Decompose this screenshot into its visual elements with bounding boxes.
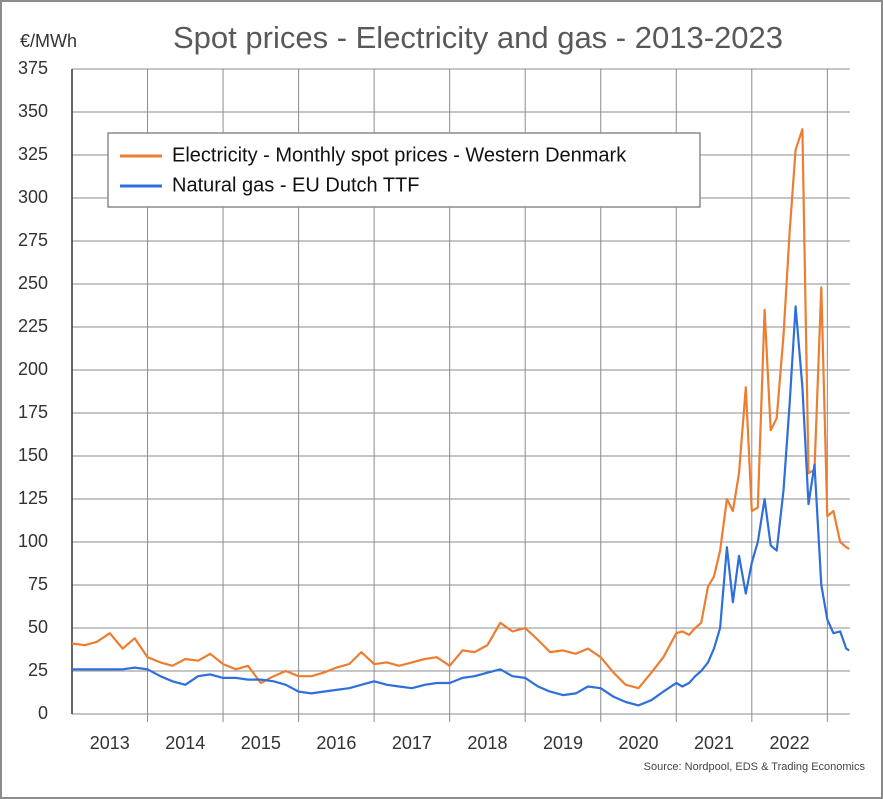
y-tick-label: 350	[18, 101, 48, 121]
x-tick-label: 2015	[241, 733, 281, 753]
y-tick-label: 325	[18, 144, 48, 164]
series-line	[71, 128, 850, 690]
x-tick-label: 2014	[165, 733, 205, 753]
x-tick-label: 2019	[543, 733, 583, 753]
y-tick-label: 250	[18, 273, 48, 293]
y-tick-label: 100	[18, 531, 48, 551]
y-tick-label: 75	[28, 574, 48, 594]
legend: Electricity - Monthly spot prices - West…	[107, 132, 701, 208]
y-tick-label: 175	[18, 402, 48, 422]
series-line	[72, 305, 850, 707]
x-tick-label: 2021	[694, 733, 734, 753]
x-tick-label: 2013	[90, 733, 130, 753]
y-tick-label: 50	[28, 617, 48, 637]
y-tick-label: 125	[18, 488, 48, 508]
y-tick-label: 375	[18, 58, 48, 78]
y-tick-label: 25	[28, 660, 48, 680]
y-tick-label: 200	[18, 359, 48, 379]
chart-title: Spot prices - Electricity and gas - 2013…	[173, 20, 783, 55]
x-tick-label: 2017	[392, 733, 432, 753]
legend-label: Electricity - Monthly spot prices - West…	[172, 144, 627, 166]
x-tick-label: 2016	[316, 733, 356, 753]
y-tick-label: 0	[38, 703, 48, 723]
legend-label: Natural gas - EU Dutch TTF	[172, 174, 419, 196]
y-tick-label: 225	[18, 316, 48, 336]
y-axis-label: €/MWh	[20, 31, 77, 51]
x-tick-label: 2020	[618, 733, 658, 753]
x-tick-label: 2018	[467, 733, 507, 753]
y-tick-label: 150	[18, 445, 48, 465]
y-tick-label: 275	[18, 230, 48, 250]
source: Source: Nordpool, EDS & Trading Economic…	[644, 761, 866, 773]
legend-box	[107, 132, 701, 208]
x-tick-label: 2022	[770, 733, 810, 753]
y-tick-label: 300	[18, 187, 48, 207]
